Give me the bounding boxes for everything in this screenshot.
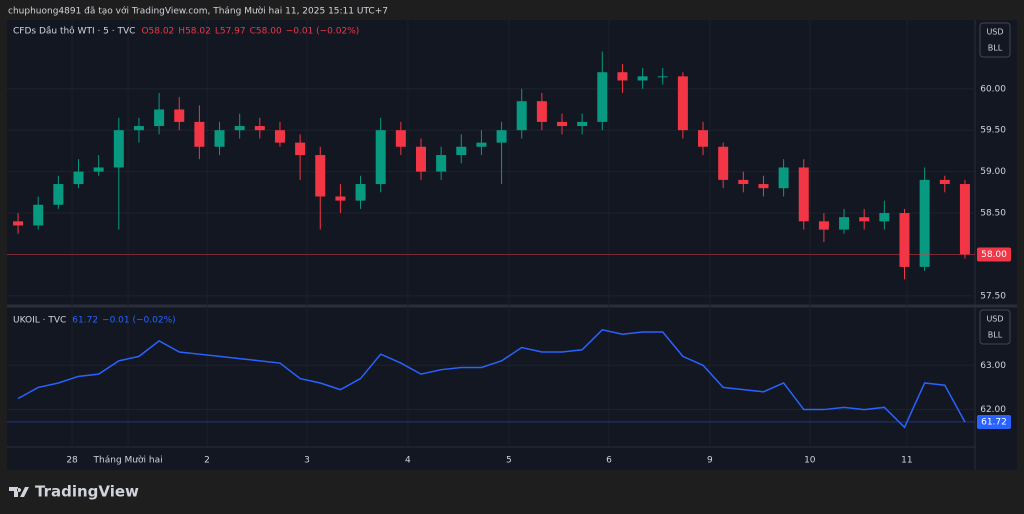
- candle-body: [395, 130, 406, 147]
- last-price-label: 58.00: [981, 250, 1007, 260]
- candle-body: [415, 146, 426, 172]
- time-label: 28: [66, 456, 78, 466]
- candle-body: [516, 101, 527, 131]
- price-label: 63.00: [980, 361, 1006, 371]
- currency: USD: [986, 315, 1003, 324]
- last-price-tag: [977, 247, 1011, 262]
- candle-body: [315, 155, 326, 197]
- candle-body: [194, 121, 205, 147]
- candle-body: [698, 130, 709, 147]
- series-title: CFDs Dầu thô WTI · 5 · TVC: [13, 26, 135, 37]
- time-label: 11: [901, 456, 912, 466]
- candle-body: [939, 179, 950, 185]
- candle-body: [214, 130, 225, 147]
- candle-body: [456, 146, 467, 156]
- candle-body: [859, 217, 870, 222]
- candle-body: [637, 76, 648, 81]
- legend-value: −0.01 (−0.02%): [286, 27, 360, 37]
- price-label: 59.00: [980, 167, 1006, 177]
- time-label: 2: [204, 456, 210, 466]
- candle-body: [597, 72, 608, 122]
- price-line: [17, 329, 966, 429]
- last-price-label: 61.72: [981, 417, 1007, 427]
- price-label: 60.00: [980, 84, 1006, 94]
- price-label: 57.50: [980, 291, 1006, 301]
- candle-body: [778, 167, 789, 189]
- time-label: 5: [506, 456, 512, 466]
- candle-body: [53, 184, 64, 205]
- candle-body: [818, 221, 829, 230]
- legend-value: C58.00: [250, 27, 282, 37]
- price-label: 58.50: [980, 209, 1006, 219]
- candle-body: [133, 126, 144, 131]
- candle-body: [557, 121, 568, 127]
- time-label: Tháng Mười hai: [93, 455, 163, 466]
- candle-body: [476, 142, 487, 147]
- series-title: UKOIL · TVC: [13, 316, 66, 326]
- candle-body: [73, 171, 84, 185]
- candle-body: [738, 179, 749, 185]
- candle-body: [295, 142, 306, 156]
- candle-body: [718, 146, 729, 180]
- time-label: 10: [804, 456, 816, 466]
- candle-body: [375, 130, 386, 185]
- candle-body: [496, 130, 507, 143]
- candle-body: [899, 213, 910, 267]
- candle-body: [13, 221, 24, 226]
- legend-value: 61.72: [72, 316, 98, 326]
- candle-body: [33, 204, 44, 226]
- candle-body: [577, 121, 588, 127]
- unit: BLL: [988, 44, 1003, 53]
- candle-body: [174, 109, 185, 122]
- chart-area: [7, 20, 1017, 470]
- candle-body: [436, 155, 447, 172]
- header: chuphuong4891 đã tạo với TradingView.com…: [8, 6, 388, 17]
- time-label: 3: [304, 456, 310, 466]
- candle-body: [919, 179, 930, 267]
- time-label: 6: [606, 456, 612, 466]
- candle-body: [798, 167, 809, 222]
- candle-body: [879, 213, 890, 222]
- unit-box[interactable]: [979, 22, 1011, 58]
- legend-value: O58.02: [141, 27, 174, 37]
- price-label: 59.50: [980, 126, 1006, 136]
- last-price-tag: [977, 414, 1011, 429]
- legend-value: −0.01 (−0.02%): [102, 316, 176, 326]
- price-label: 62.00: [980, 405, 1006, 415]
- candle-body: [657, 76, 668, 78]
- currency: USD: [986, 28, 1003, 37]
- candle-body: [154, 109, 165, 127]
- candle-body: [254, 126, 265, 131]
- candle-body: [758, 184, 769, 189]
- logo: [9, 487, 29, 497]
- candle-body: [355, 184, 366, 201]
- candle-body: [93, 167, 104, 172]
- brand: TradingView: [35, 483, 139, 501]
- candle-body: [234, 126, 245, 131]
- time-label: 9: [707, 456, 713, 466]
- candle-body: [959, 184, 970, 255]
- unit: BLL: [988, 331, 1003, 340]
- legend-value: H58.02: [178, 27, 211, 37]
- candle-body: [274, 130, 285, 143]
- time-label: 4: [405, 456, 411, 466]
- candle-body: [839, 217, 850, 230]
- unit-box[interactable]: [979, 309, 1011, 345]
- candle-body: [617, 72, 628, 81]
- candle-body: [677, 76, 688, 131]
- candle-body: [536, 101, 547, 122]
- candle-body: [113, 130, 124, 168]
- candle-body: [335, 196, 346, 201]
- legend-value: L57.97: [215, 27, 246, 37]
